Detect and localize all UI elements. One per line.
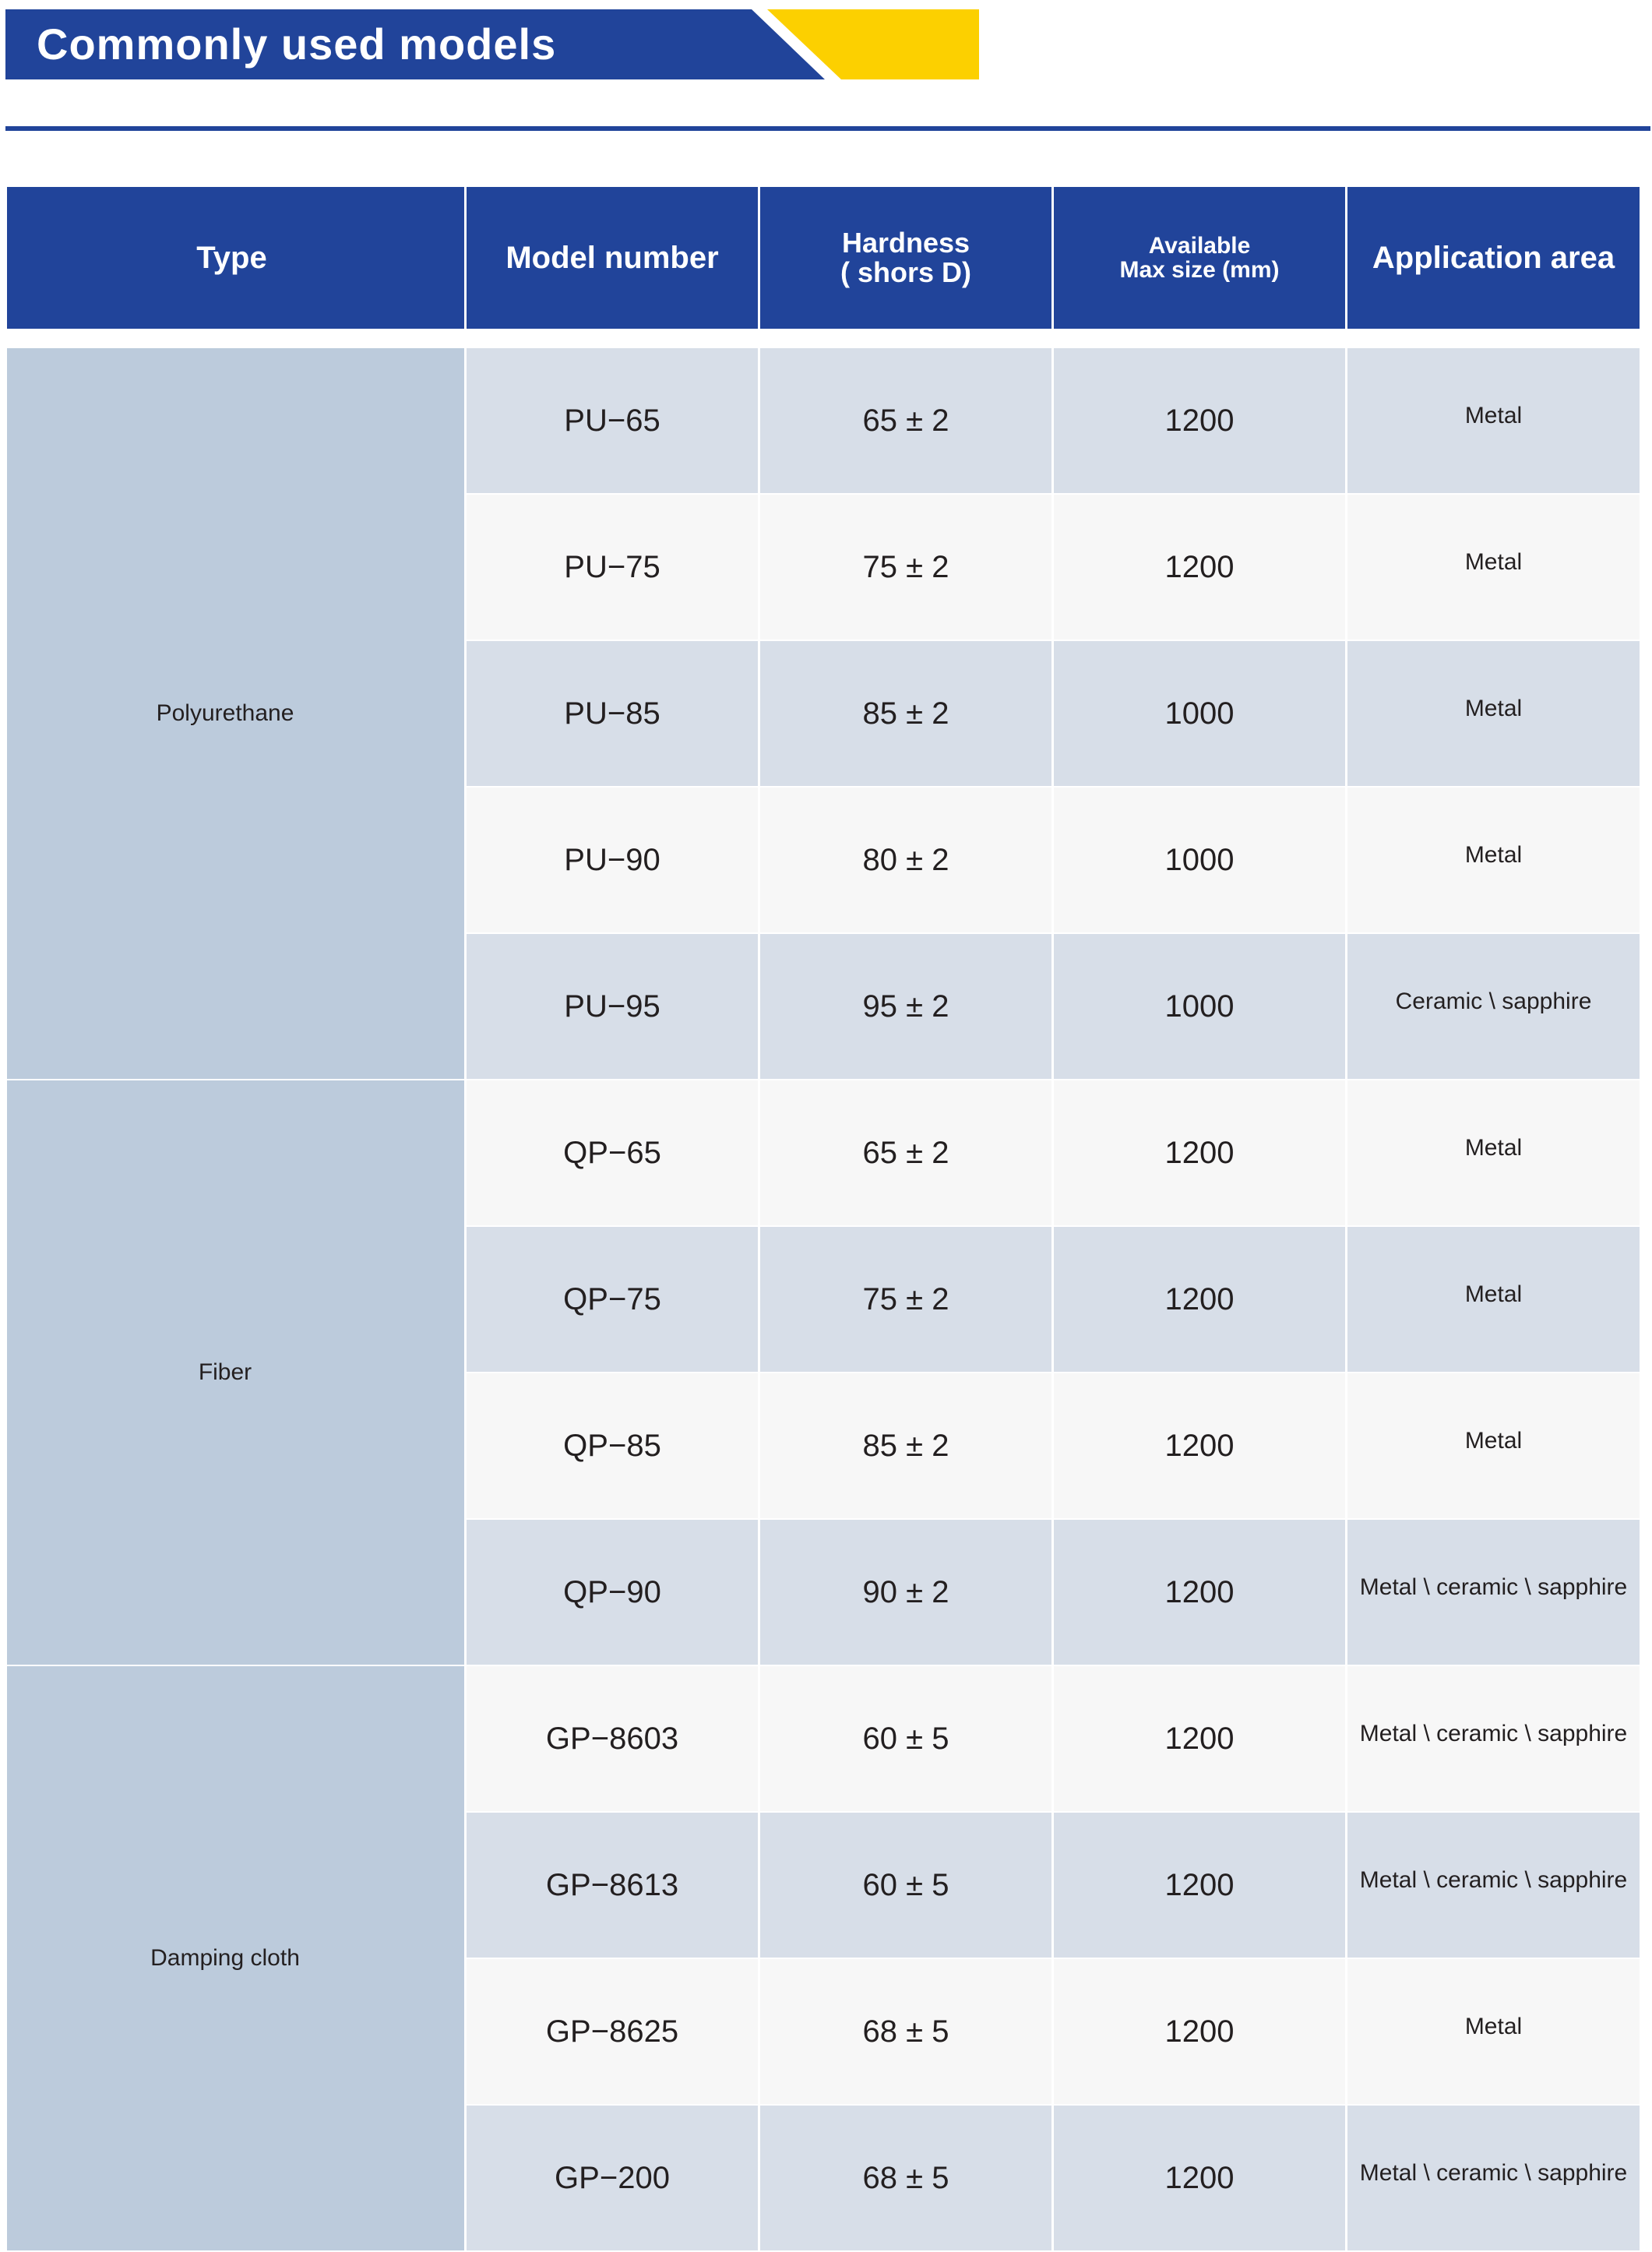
header-type-label: Type — [196, 240, 267, 275]
size-cell: 1200 — [1054, 1373, 1347, 1520]
model-cell: QP−75 — [467, 1227, 760, 1373]
size-cell: 1200 — [1054, 1813, 1347, 1959]
model-cell: PU−65 — [467, 348, 760, 495]
table-row: QP−75 75 ± 2 1200 Metal — [7, 1227, 1640, 1373]
size-cell: 1200 — [1054, 1227, 1347, 1373]
hardness-cell: 80 ± 2 — [760, 788, 1054, 934]
table-row: Damping cloth GP−8603 60 ± 5 1200 Metal \ ce… — [7, 1666, 1640, 2252]
hardness-cell: 90 ± 2 — [760, 1520, 1054, 1666]
header-model: Model number — [467, 187, 760, 329]
hardness-cell: 68 ± 5 — [760, 2106, 1054, 2252]
type-cell: Polyurethane — [7, 348, 467, 1080]
hardness-cell: 60 ± 5 — [760, 1813, 1054, 1959]
application-cell: Metal — [1347, 1959, 1640, 2106]
hardness-cell: 95 ± 2 — [760, 934, 1054, 1080]
hardness-cell: 65 ± 2 — [760, 348, 1054, 495]
divider — [5, 126, 1650, 131]
size-cell: 1200 — [1054, 495, 1347, 641]
type-cell: Fiber — [7, 1080, 467, 1666]
application-cell: Metal — [1347, 788, 1640, 934]
type-label: Polyurethane — [156, 700, 294, 726]
application-cell: Metal — [1347, 1227, 1640, 1373]
size-cell: 1200 — [1054, 1520, 1347, 1666]
size-cell: 1200 — [1054, 1959, 1347, 2106]
size-cell: 1000 — [1054, 788, 1347, 934]
application-cell: Metal \ ceramic \ sapphire — [1347, 2106, 1640, 2252]
model-cell: GP−200 — [467, 2106, 760, 2252]
header-type: Type — [7, 187, 467, 329]
hardness-cell: 75 ± 2 — [760, 495, 1054, 641]
table-row: GP−8625 68 ± 5 1200 Metal — [7, 1959, 1640, 2106]
model-cell: PU−90 — [467, 788, 760, 934]
model-cell: PU−95 — [467, 934, 760, 1080]
size-cell: 1200 — [1054, 2106, 1347, 2252]
application-cell: Metal \ ceramic \ sapphire — [1347, 1813, 1640, 1959]
model-cell: QP−90 — [467, 1520, 760, 1666]
table-row: QP−90 90 ± 2 1200 Metal \ ceramic \ sapphir… — [7, 1520, 1640, 1666]
application-cell: Metal — [1347, 1080, 1640, 1227]
application-cell: Metal — [1347, 1373, 1640, 1520]
type-label: Damping cloth — [150, 1945, 300, 1971]
header-row: Type Model number Hardness ( shors D) Av… — [7, 187, 1640, 329]
application-cell: Metal \ ceramic \ sapphire — [1347, 1666, 1640, 1813]
model-cell: PU−85 — [467, 641, 760, 788]
table-body: Polyurethane PU−65 65 ± 2 1200 Metal PU−75 75 … — [7, 329, 1640, 2252]
hardness-cell: 65 ± 2 — [760, 1080, 1054, 1227]
size-cell: 1000 — [1054, 641, 1347, 788]
application-cell: Ceramic \ sapphire — [1347, 934, 1640, 1080]
model-cell: GP−8613 — [467, 1813, 760, 1959]
table-row: GP−8613 60 ± 5 1200 Metal \ ceramic \ sapph… — [7, 1813, 1640, 1959]
hardness-cell: 60 ± 5 — [760, 1666, 1054, 1813]
header-size-line2: Max size (mm) — [1119, 257, 1280, 283]
header-application: Application area — [1347, 187, 1640, 329]
model-cell: GP−8603 — [467, 1666, 760, 1813]
table-row: QP−85 85 ± 2 1200 Metal — [7, 1373, 1640, 1520]
table-row: Polyurethane PU−65 65 ± 2 1200 Metal — [7, 348, 1640, 1080]
size-cell: 1000 — [1054, 934, 1347, 1080]
size-cell: 1200 — [1054, 1080, 1347, 1227]
model-cell: QP−65 — [467, 1080, 760, 1227]
spacer-row — [7, 329, 1640, 348]
application-cell: Metal — [1347, 348, 1640, 495]
type-label: Fiber — [198, 1359, 252, 1385]
page-title: Commonly used models — [37, 19, 557, 69]
hardness-cell: 68 ± 5 — [760, 1959, 1054, 2106]
size-cell: 1200 — [1054, 1666, 1347, 1813]
model-cell: GP−8625 — [467, 1959, 760, 2106]
hardness-cell: 85 ± 2 — [760, 641, 1054, 788]
table-row: PU−75 75 ± 2 1200 Metal — [7, 495, 1640, 641]
model-cell: QP−85 — [467, 1373, 760, 1520]
header-application-label: Application area — [1372, 240, 1615, 275]
header-hardness-line1: Hardness — [841, 227, 970, 259]
header-size: Available Max size (mm) — [1054, 187, 1347, 329]
header-hardness: Hardness ( shors D) — [760, 187, 1054, 329]
header-hardness-line2: ( shors D) — [840, 256, 971, 288]
header-size-line1: Available — [1148, 232, 1251, 259]
size-cell: 1200 — [1054, 348, 1347, 495]
table-row: PU−90 80 ± 2 1000 Metal — [7, 788, 1640, 934]
application-cell: Metal — [1347, 641, 1640, 788]
models-table: Type Model number Hardness ( shors D) Av… — [7, 187, 1640, 2252]
title-banner: Commonly used models — [5, 9, 825, 79]
model-cell: PU−75 — [467, 495, 760, 641]
hardness-cell: 75 ± 2 — [760, 1227, 1054, 1373]
application-cell: Metal — [1347, 495, 1640, 641]
application-cell: Metal \ ceramic \ sapphire — [1347, 1520, 1640, 1666]
hardness-cell: 85 ± 2 — [760, 1373, 1054, 1520]
spacer — [7, 329, 1640, 348]
table-row: PU−95 95 ± 2 1000 Ceramic \ sapphire — [7, 934, 1640, 1080]
table-row: Fiber QP−65 65 ± 2 1200 Metal — [7, 1080, 1640, 1666]
table-row: PU−85 85 ± 2 1000 Metal — [7, 641, 1640, 788]
header-model-label: Model number — [505, 240, 719, 275]
type-cell: Damping cloth — [7, 1666, 467, 2252]
